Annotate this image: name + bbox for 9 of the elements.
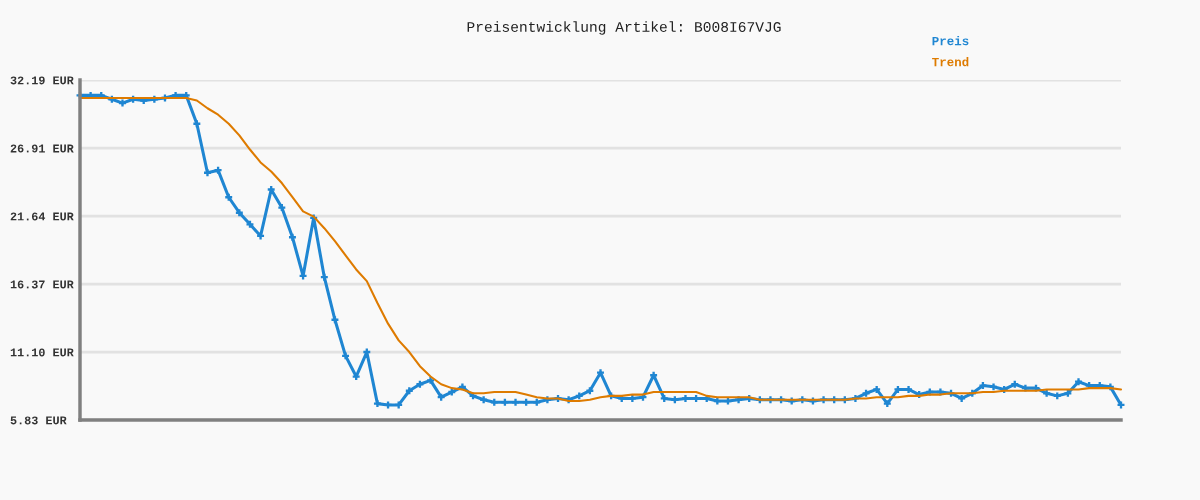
text: Trend: [932, 57, 969, 67]
y-tick-label: 32.19 EUR: [10, 76, 74, 85]
y-tick-label: 21.64 EUR: [10, 212, 74, 221]
y-tick-label: 11.10 EUR: [10, 348, 74, 357]
y-tick-label: 5.83 EUR: [10, 416, 67, 425]
chart-title: Preisentwicklung Artikel: B008I67VJG: [467, 21, 781, 35]
y-tick-label: 16.37 EUR: [10, 280, 74, 289]
y-tick-label: 26.91 EUR: [10, 144, 74, 153]
text: Preis: [932, 36, 969, 46]
